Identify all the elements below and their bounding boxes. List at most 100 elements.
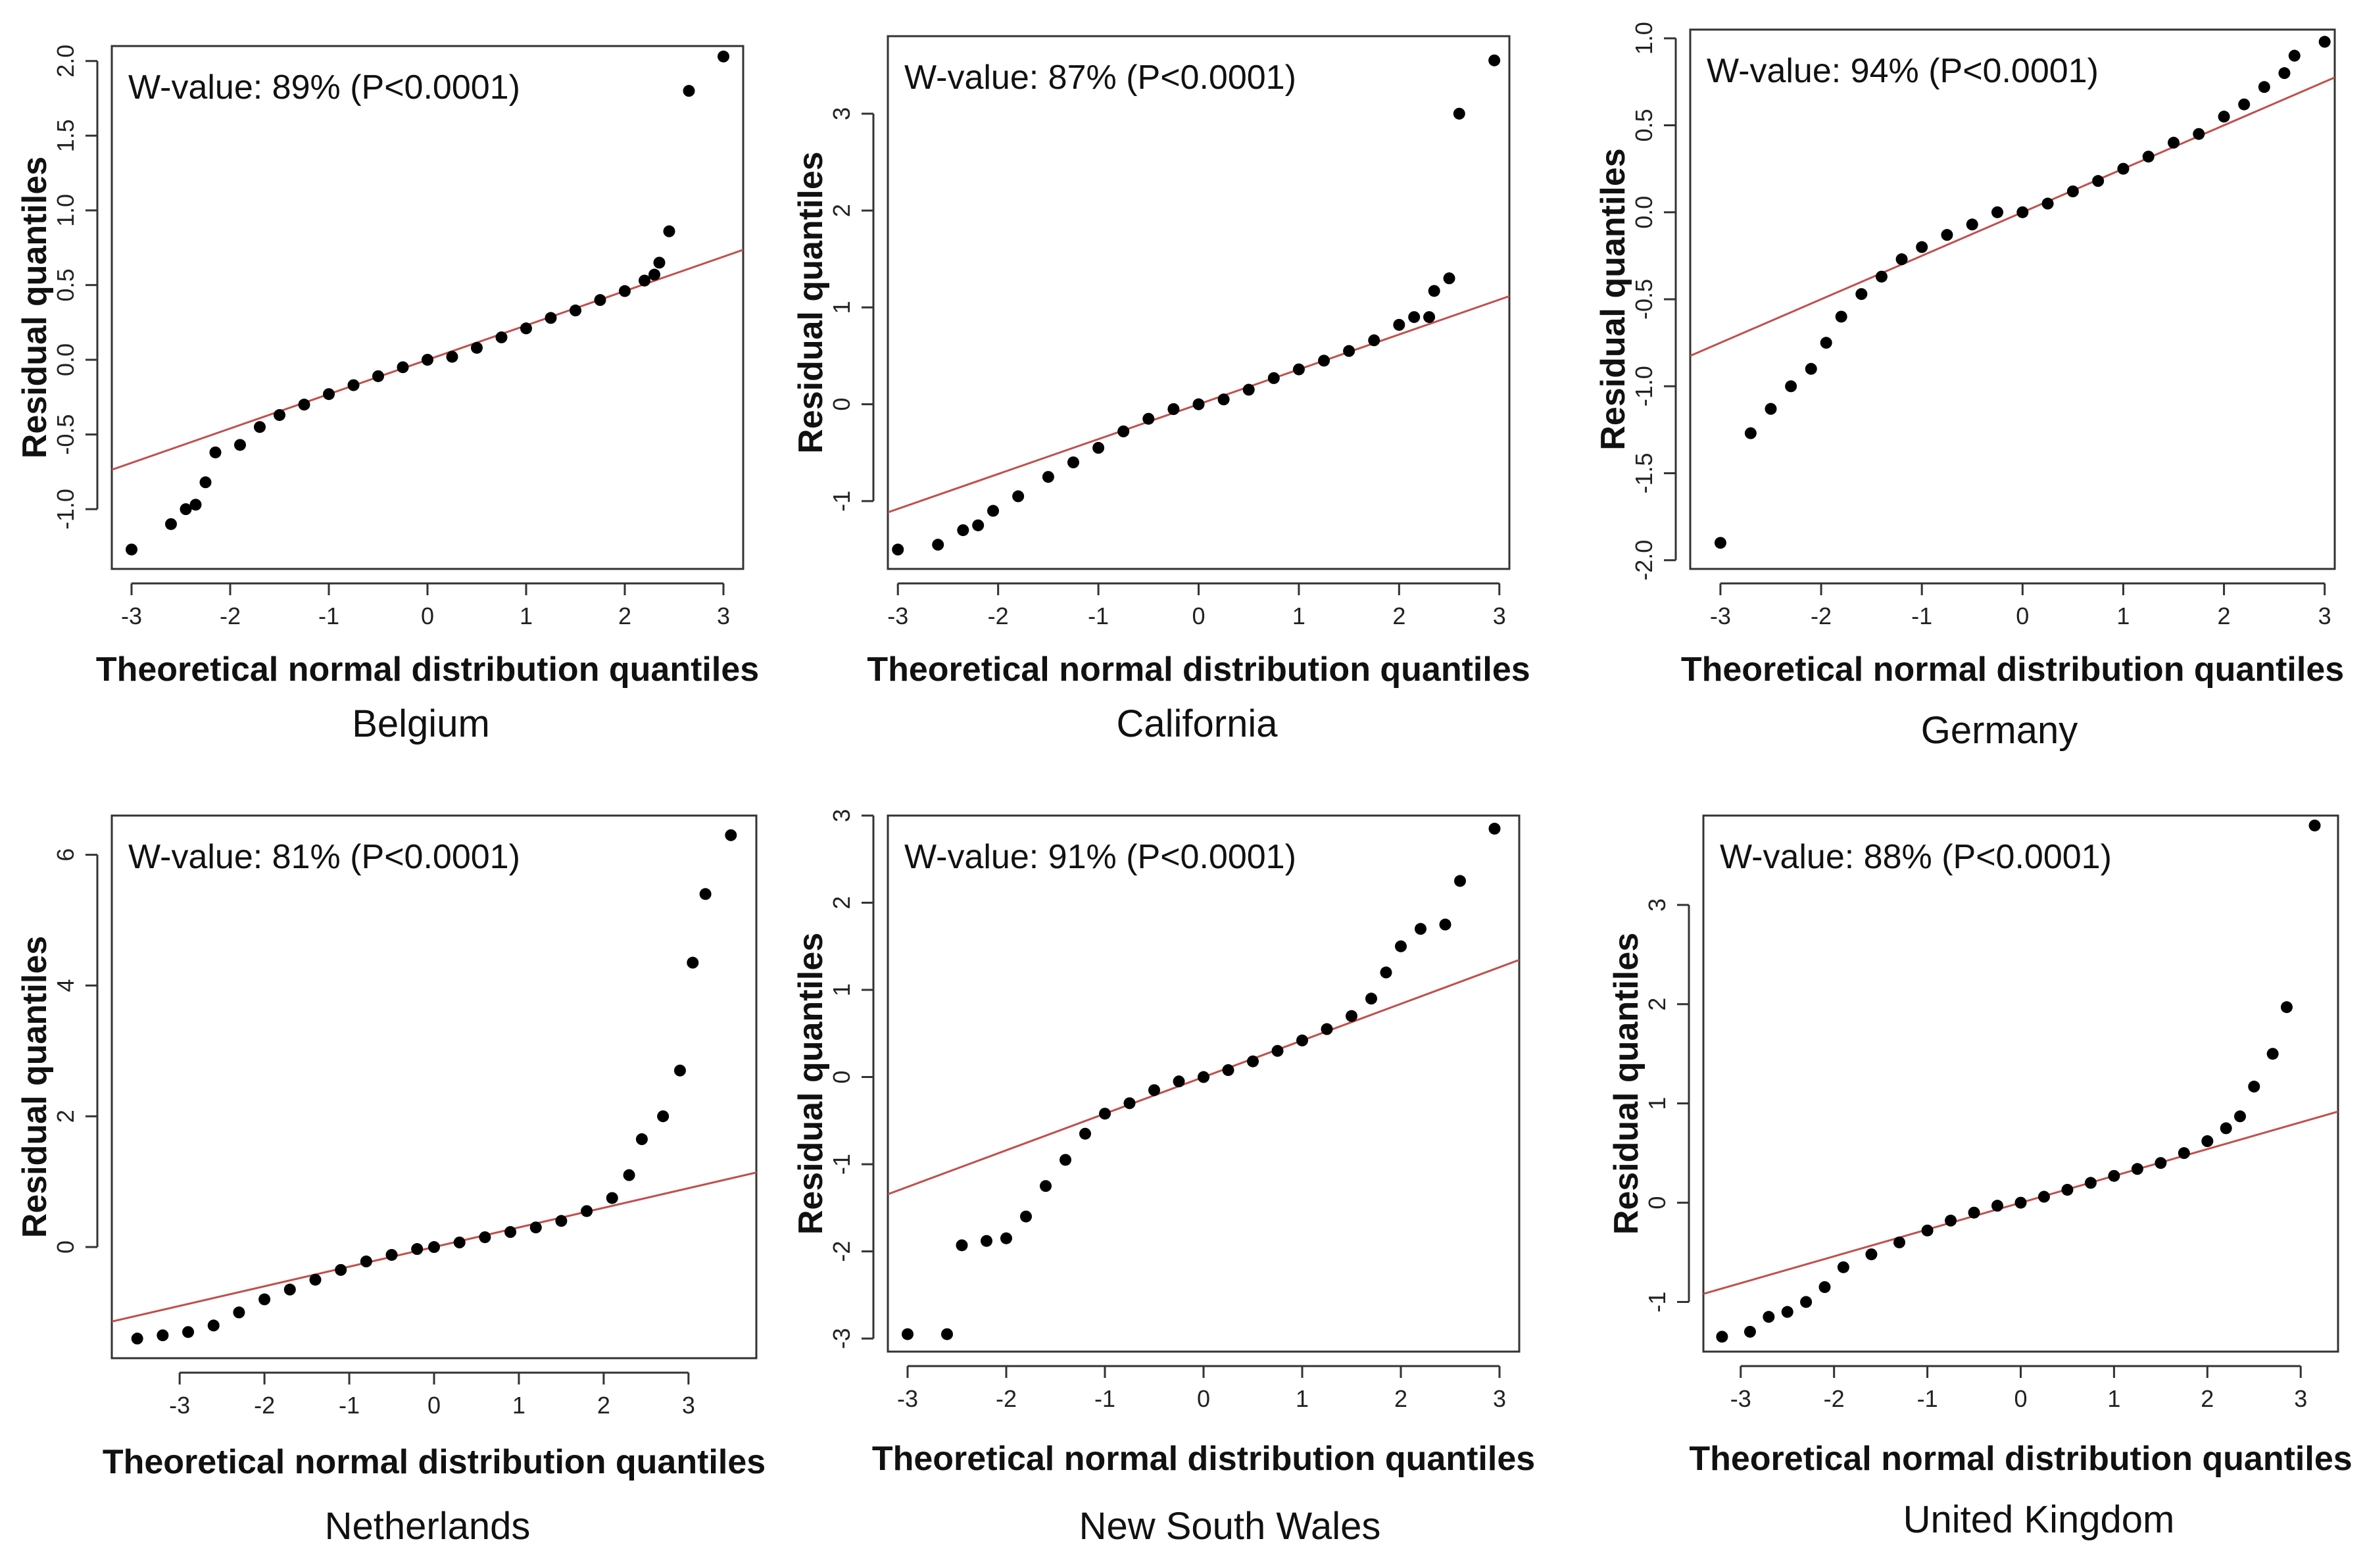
data-point	[2308, 820, 2321, 832]
data-point	[1439, 918, 1451, 931]
data-point	[1079, 1127, 1091, 1140]
data-point	[2280, 1001, 2293, 1014]
data-point	[972, 519, 985, 531]
data-point	[2218, 110, 2230, 123]
y-tick-label: 0.0	[1630, 196, 1657, 229]
y-tick-label: 1	[1644, 1097, 1670, 1110]
x-tick-label: 1	[2107, 1385, 2120, 1412]
plot-frame	[1689, 28, 2336, 570]
w-value-annotation: W-value: 91% (P<0.0001)	[904, 838, 1296, 876]
data-point	[2061, 1183, 2074, 1196]
y-tick-label: 1.5	[52, 119, 79, 152]
x-tick-label: 3	[2294, 1385, 2307, 1412]
x-tick-label: 0	[1192, 602, 1205, 629]
data-point	[663, 225, 675, 237]
y-axis-title: Residual quantiles	[1607, 933, 1646, 1235]
x-tick-label: 3	[1493, 602, 1506, 629]
plot-frame	[887, 814, 1521, 1353]
data-point	[657, 1110, 670, 1123]
data-point	[207, 1319, 220, 1332]
data-point	[2108, 1169, 2120, 1182]
x-tick-label: 2	[1392, 602, 1405, 629]
data-points	[1714, 36, 2331, 549]
data-point	[981, 1235, 992, 1247]
data-point	[2092, 175, 2105, 187]
data-point	[1488, 54, 1501, 66]
data-point	[683, 85, 695, 97]
w-value-annotation: W-value: 89% (P<0.0001)	[128, 68, 520, 107]
data-point	[471, 341, 483, 354]
data-point	[1368, 334, 1380, 347]
data-point	[1855, 288, 1868, 301]
data-point	[1242, 383, 1255, 396]
data-point	[234, 439, 246, 451]
data-point	[274, 409, 285, 422]
x-tick-label: 2	[618, 602, 631, 629]
x-tick-label: 2	[1394, 1385, 1407, 1412]
data-point	[199, 476, 212, 489]
data-point	[495, 331, 508, 343]
data-point	[1875, 270, 1888, 283]
data-point	[254, 421, 266, 433]
data-points	[131, 829, 737, 1345]
y-tick-label: 0.0	[52, 343, 79, 376]
qq-panel-united-kingdom: -3 -2 -1 0 1 2 3 -1 0 1 2 3 W-value: 88% (P<0.0001) R…	[1607, 814, 2353, 1541]
y-tick-label: -2.0	[1630, 540, 1657, 581]
data-point	[1835, 310, 1847, 323]
x-tick-label: 1	[1296, 1385, 1309, 1412]
data-point	[323, 388, 335, 401]
data-point	[1765, 403, 1777, 415]
w-value-annotation: W-value: 81% (P<0.0001)	[128, 838, 520, 876]
y-tick-label: 1.0	[1630, 22, 1657, 55]
y-tick-label: 3	[828, 107, 855, 120]
x-tick-label: 1	[2116, 602, 2130, 629]
x-tick-label: 3	[2318, 602, 2331, 629]
data-point	[987, 504, 1000, 517]
x-tick-label: -2	[996, 1385, 1017, 1412]
data-point	[1837, 1261, 1849, 1273]
data-point	[411, 1243, 424, 1256]
data-point	[1945, 1214, 1957, 1227]
data-point	[157, 1329, 169, 1342]
data-point	[2084, 1177, 2097, 1189]
data-point	[1805, 362, 1817, 375]
data-point	[2168, 136, 2180, 149]
data-point	[2238, 98, 2251, 110]
data-point	[2220, 1122, 2232, 1135]
data-point	[335, 1263, 347, 1276]
y-tick-label: 2	[828, 204, 855, 217]
data-point	[2233, 1110, 2246, 1123]
data-point	[1744, 427, 1757, 439]
data-point	[1217, 393, 1230, 406]
y-tick-label: 0	[828, 398, 855, 411]
data-point	[1247, 1055, 1259, 1067]
data-point	[165, 518, 177, 530]
data-point	[309, 1273, 322, 1286]
data-point	[1318, 355, 1330, 367]
x-tick-label: -2	[988, 602, 1009, 629]
qq-panel-belgium: -3 -2 -1 0 1 2 3 -1.0 -0.5 0.0 0.5 1.0 1.5 2.0 W-value…	[16, 45, 759, 745]
data-point	[397, 361, 409, 374]
y-axis-title: Residual quantiles	[16, 157, 54, 458]
data-point	[1743, 1325, 1756, 1338]
data-point	[725, 829, 737, 841]
data-point	[2266, 1048, 2279, 1060]
data-point	[1991, 206, 2004, 218]
data-point	[1820, 337, 1832, 349]
data-point	[2193, 128, 2205, 140]
data-point	[2155, 1157, 2167, 1169]
data-point	[2258, 81, 2270, 93]
data-point	[1865, 1248, 1878, 1261]
data-point	[1148, 1084, 1160, 1096]
x-axis-title: Theoretical normal distribution quantile…	[872, 1440, 1535, 1478]
data-point	[1020, 1210, 1032, 1223]
x-tick-label: 3	[1493, 1385, 1506, 1412]
data-point	[2014, 1196, 2027, 1209]
data-point	[555, 1215, 568, 1227]
data-point	[189, 499, 202, 511]
data-point	[1012, 490, 1025, 502]
x-tick-label: 1	[512, 1392, 525, 1419]
x-tick-label: 1	[1292, 602, 1305, 629]
x-tick-label: 2	[597, 1392, 610, 1419]
data-point	[1991, 1200, 2004, 1212]
